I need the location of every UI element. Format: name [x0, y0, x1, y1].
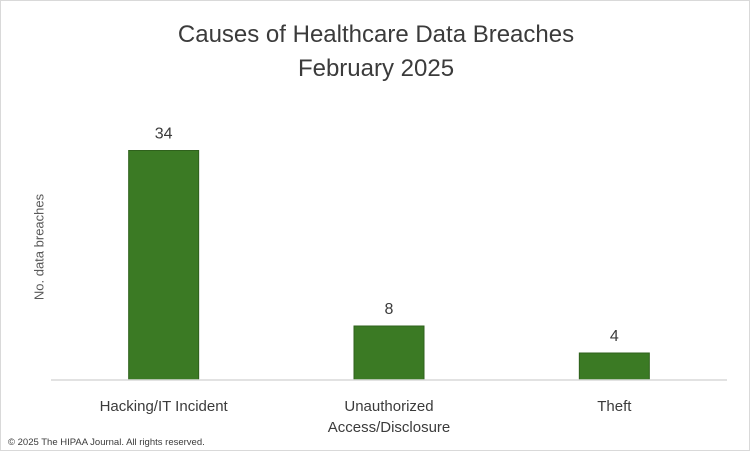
bar-0 — [128, 150, 200, 381]
chart-title-line-1: Causes of Healthcare Data Breaches — [177, 21, 575, 48]
bar-1 — [353, 325, 425, 381]
x-tick-label-2: Theft — [597, 398, 632, 415]
x-tick-label-line: Unauthorized — [344, 398, 433, 415]
bar-2 — [578, 352, 650, 381]
data-label-1: 8 — [385, 301, 394, 318]
x-tick-label-line: Theft — [597, 398, 632, 415]
chart-title: Causes of Healthcare Data Breaches Febru… — [1, 18, 750, 86]
data-label-2: 4 — [610, 328, 619, 345]
x-tick-label-line: Access/Disclosure — [328, 419, 451, 436]
data-label-0: 34 — [155, 126, 173, 143]
x-tick-label-0: Hacking/IT Incident — [100, 398, 229, 415]
copyright-notice: © 2025 The HIPAA Journal. All rights res… — [8, 437, 205, 448]
x-tick-label-line: Hacking/IT Incident — [100, 398, 229, 415]
x-tick-label-1: Unauthorized Access/Disclosure — [328, 398, 451, 436]
chart-title-line-2: February 2025 — [297, 55, 455, 82]
